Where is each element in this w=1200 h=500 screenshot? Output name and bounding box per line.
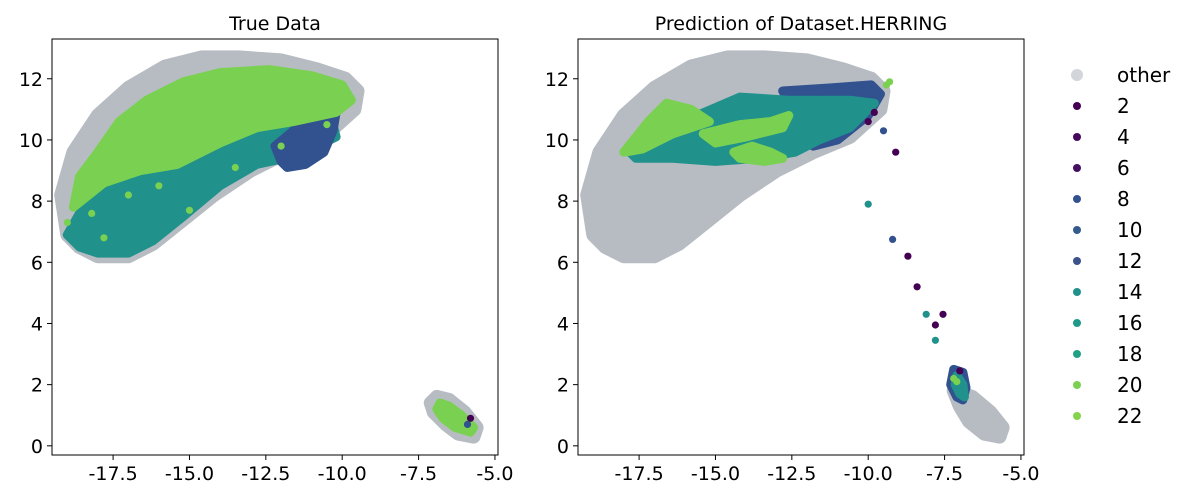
data-point-20-1 (88, 209, 96, 217)
cluster-region-20-4 (68, 65, 356, 212)
y-tick-label: 10 (19, 130, 43, 152)
legend: other 2 4 6 8 10 12 14 16 18 20 22 (1071, 63, 1171, 428)
y-tick-label: 2 (557, 375, 569, 397)
legend-marker-20 (1073, 381, 1081, 389)
x-tick-label: -15.0 (165, 463, 214, 485)
legend-marker-2 (1073, 102, 1081, 110)
chart-title: Prediction of Dataset.HERRING (655, 13, 947, 35)
x-tick-label: -15.0 (691, 463, 740, 485)
chart-title: True Data (228, 13, 321, 35)
x-tick-label: -7.5 (400, 463, 437, 485)
data-point-20-4 (155, 182, 163, 190)
x-tick-label: -5.0 (476, 463, 513, 485)
y-tick-label: 4 (31, 313, 43, 335)
y-tick-label: 0 (557, 436, 569, 458)
x-tick-label: -5.0 (1002, 463, 1039, 485)
data-point-2-12 (939, 310, 947, 318)
data-point-2-8 (904, 252, 912, 260)
legend-label-8: 8 (1117, 187, 1130, 211)
legend-marker-10 (1073, 226, 1081, 234)
y-tick-label: 12 (19, 69, 43, 91)
data-point-8-7 (889, 235, 897, 243)
x-tick-label: -12.5 (241, 463, 290, 485)
data-point-2-11 (931, 321, 940, 329)
legend-marker-other (1071, 69, 1083, 81)
y-tick-label: 6 (557, 252, 569, 274)
legend-marker-12 (1073, 257, 1081, 265)
legend-marker-4 (1073, 133, 1081, 141)
y-tick-label: 4 (557, 313, 569, 335)
legend-marker-16 (1073, 319, 1081, 327)
plot-frame (577, 38, 1025, 456)
legend-label-20: 20 (1117, 373, 1142, 397)
data-point-2-9 (466, 414, 475, 422)
data-point-2-9 (913, 283, 921, 291)
cluster-region-20-5 (698, 111, 794, 148)
x-tick-label: -10.0 (844, 463, 893, 485)
data-point-20-7 (277, 142, 285, 150)
legend-label-22: 22 (1117, 404, 1142, 428)
legend-marker-14 (1073, 288, 1081, 296)
cluster-region-20-4 (619, 98, 714, 157)
panel-true-data: -17.5 -15.0 -12.5 -10.0 -7.5 -5.0 0 2 4 6 8 10 12 T… (19, 13, 514, 485)
legend-label-4: 4 (1117, 125, 1130, 149)
data-point-20-3 (124, 191, 132, 199)
cluster-region-20-6 (729, 141, 788, 166)
data-point-2-5 (892, 148, 900, 156)
x-tick-label: -7.5 (926, 463, 963, 485)
legend-marker-8 (1073, 195, 1081, 203)
data-point-14-6 (864, 200, 872, 208)
y-tick-label: 10 (545, 130, 569, 152)
regions-layer (580, 50, 1010, 444)
y-tick-label: 12 (545, 69, 569, 91)
y-ticks: 0 2 4 6 8 10 12 (545, 69, 578, 458)
y-tick-label: 0 (31, 436, 43, 458)
legend-label-16: 16 (1117, 311, 1142, 335)
regions-layer (54, 50, 484, 444)
legend-label-other: other (1117, 63, 1171, 87)
x-tick-label: -17.5 (615, 463, 664, 485)
x-ticks: -17.5 -15.0 -12.5 -10.0 -7.5 -5.0 (615, 455, 1039, 485)
x-tick-label: -12.5 (767, 463, 816, 485)
points-layer (63, 121, 475, 428)
legend-marker-6 (1073, 164, 1081, 172)
data-point-20-0 (63, 218, 71, 227)
data-point-20-2 (100, 234, 108, 242)
data-point-20-5 (185, 206, 194, 214)
y-tick-label: 8 (557, 191, 569, 213)
data-point-2-2 (864, 118, 872, 126)
plot-frame (51, 38, 499, 456)
y-tick-label: 6 (31, 252, 43, 274)
data-point-2-15 (956, 367, 964, 375)
legend-label-2: 2 (1117, 94, 1130, 118)
legend-marker-18 (1073, 350, 1081, 358)
data-point-8-10 (463, 420, 472, 428)
data-point-20-1 (886, 78, 894, 86)
legend-label-6: 6 (1117, 156, 1130, 180)
data-point-14-10 (922, 310, 930, 318)
y-tick-label: 2 (31, 375, 43, 397)
data-point-14-13 (931, 336, 940, 344)
data-point-8-4 (879, 127, 888, 135)
data-point-20-6 (231, 163, 239, 172)
x-tick-label: -10.0 (318, 463, 367, 485)
points-layer (864, 78, 964, 386)
data-point-20-16 (953, 378, 961, 386)
data-point-2-3 (870, 108, 878, 116)
x-ticks: -17.5 -15.0 -12.5 -10.0 -7.5 -5.0 (89, 455, 513, 485)
x-tick-label: -17.5 (89, 463, 138, 485)
legend-marker-22 (1073, 412, 1081, 420)
panel-prediction: -17.5 -15.0 -12.5 -10.0 -7.5 -5.0 0 2 4 6 8 10 12 P… (545, 13, 1040, 485)
legend-label-12: 12 (1117, 249, 1142, 273)
y-tick-label: 8 (31, 191, 43, 213)
legend-label-18: 18 (1117, 342, 1142, 366)
legend-label-10: 10 (1117, 218, 1142, 242)
y-ticks: 0 2 4 6 8 10 12 (19, 69, 52, 458)
legend-label-14: 14 (1117, 280, 1142, 304)
data-point-20-8 (323, 121, 331, 129)
